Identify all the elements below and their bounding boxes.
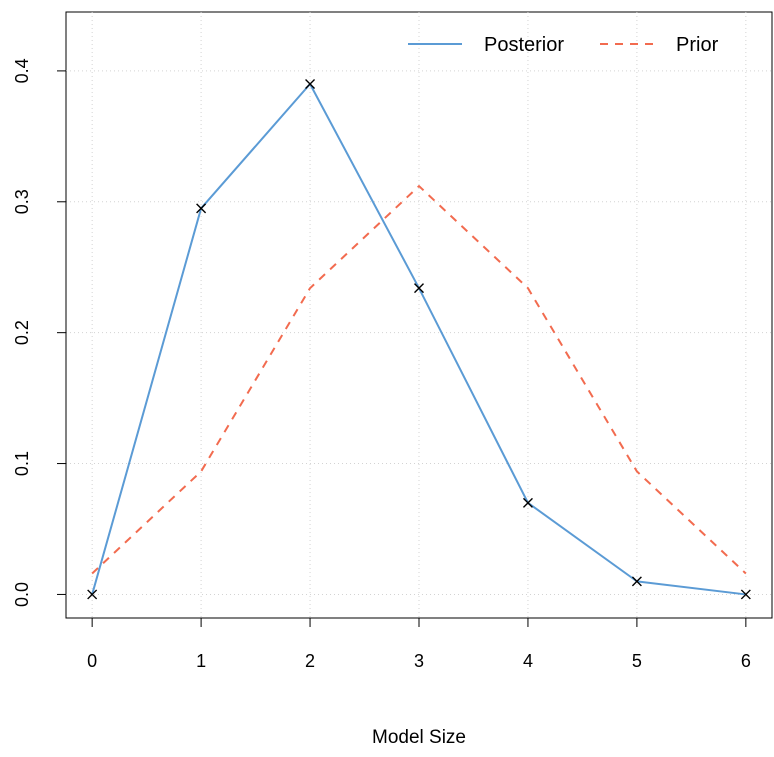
series-line-prior <box>91 185 747 575</box>
point-posterior-6-stroke-b <box>740 589 751 600</box>
point-posterior-2-stroke-b <box>305 78 316 89</box>
y-tick-label-4: 0.4 <box>12 58 32 83</box>
point-posterior-4 <box>522 497 533 508</box>
y-tick-label-1: 0.1 <box>12 451 32 476</box>
point-posterior-0-stroke-b <box>87 589 98 600</box>
legend-label-posterior: Posterior <box>484 34 564 56</box>
x-tick-label-6: 6 <box>741 651 751 671</box>
x-tick-label-1: 1 <box>196 651 206 671</box>
y-axis: 0.0 0.1 0.2 0.3 0.4 <box>12 58 67 607</box>
point-posterior-4-stroke-b <box>522 497 533 508</box>
legend: Posterior Prior <box>408 34 719 56</box>
point-posterior-3 <box>414 283 424 294</box>
x-tick-label-4: 4 <box>523 651 533 671</box>
point-posterior-6 <box>740 589 751 600</box>
series-layer <box>87 78 751 600</box>
grid-lines <box>66 12 772 618</box>
point-posterior-1-stroke-b <box>196 203 207 214</box>
y-tick-label-0: 0.0 <box>12 582 32 607</box>
point-posterior-5-stroke-b <box>631 576 642 587</box>
y-tick-label-3: 0.3 <box>12 189 32 214</box>
x-tick-label-3: 3 <box>414 651 424 671</box>
point-posterior-1 <box>196 203 207 214</box>
x-axis: 0 1 2 3 4 5 6 <box>87 617 751 671</box>
x-tick-label-0: 0 <box>87 651 97 671</box>
x-tick-label-2: 2 <box>305 651 315 671</box>
point-posterior-5 <box>631 576 642 587</box>
y-tick-label-2: 0.2 <box>12 320 32 345</box>
x-axis-title: Model Size <box>372 727 466 748</box>
legend-label-prior: Prior <box>676 34 719 56</box>
point-posterior-3-stroke-b <box>414 283 424 294</box>
point-posterior-2 <box>305 78 316 89</box>
x-tick-label-5: 5 <box>632 651 642 671</box>
point-posterior-0 <box>87 589 98 600</box>
